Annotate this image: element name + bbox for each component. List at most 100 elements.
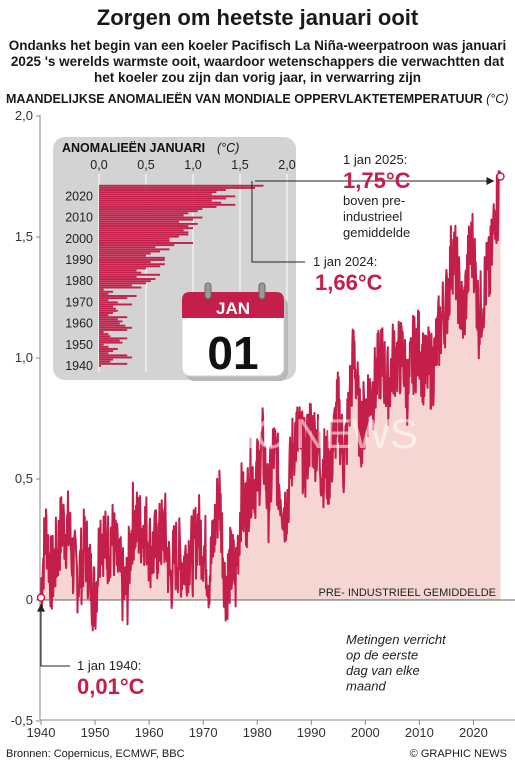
x-tick-label: 1970 [189, 725, 218, 740]
inset-bar [99, 280, 151, 283]
inset-bar [99, 358, 114, 361]
y-tick-label: -0,5 [11, 713, 33, 728]
page-subtitle: Ondanks het begin van een koeler Pacifis… [8, 38, 507, 85]
reference-line-label: PRE- INDUSTRIEEL GEMIDDELDE [319, 587, 496, 599]
inset-bar [99, 288, 104, 291]
inset-bar [99, 261, 151, 264]
inset-bar [99, 286, 142, 289]
x-tick-label: 1980 [243, 725, 272, 740]
inset-y-tick-label: 1950 [65, 338, 93, 352]
inset-bar [99, 345, 109, 348]
inset-bar [99, 299, 109, 302]
inset-bar [99, 220, 179, 223]
inset-bar [99, 290, 114, 293]
inset-bar [99, 267, 146, 270]
chart-title-text: MAANDELIJKSE ANOMALIEËN VAN MONDIALE OPP… [6, 92, 483, 106]
inset-bar [99, 360, 111, 363]
inset-x-tick-label: 1,5 [231, 158, 248, 172]
inset-y-tick-label: 1990 [65, 253, 93, 267]
inset-bar [99, 239, 170, 242]
inset-bar [99, 278, 156, 280]
annotation-2025-value: 1,75°C [343, 168, 411, 193]
measurement-note-line: dag van elke [346, 663, 420, 678]
calendar-day: 01 [207, 327, 258, 379]
inset-bar [99, 269, 137, 272]
inset-bar [99, 328, 128, 331]
inset-bar [99, 225, 189, 227]
measurement-note-line: Metingen verricht [346, 632, 447, 647]
inset-bar [99, 210, 198, 213]
point-1940-marker [36, 593, 46, 602]
inset-y-tick-label: 1940 [65, 359, 93, 373]
inset-bar [99, 341, 123, 344]
inset-bar [99, 307, 116, 310]
inset-bar [99, 246, 156, 249]
inset-bar [99, 203, 236, 206]
y-tick-label: 1,0 [15, 350, 33, 365]
inset-bar [99, 337, 128, 340]
inset-y-tick-label: 2000 [65, 232, 93, 246]
inset-bar [99, 242, 193, 244]
x-tick-label: 1940 [27, 725, 56, 740]
inset-bar [99, 356, 132, 359]
x-tick-label: 2000 [351, 725, 380, 740]
inset-x-tick-label: 0,0 [90, 158, 107, 172]
inset-bar [99, 248, 170, 251]
inset-bar [99, 265, 161, 268]
inset-bar [99, 350, 114, 353]
inset-bar [99, 284, 132, 287]
inset-bar [99, 316, 128, 319]
inset-y-tick-label: 2020 [65, 189, 93, 203]
inset-bar [99, 362, 128, 365]
inset-bar [99, 254, 146, 257]
measurement-note-line: op de eerste [346, 648, 418, 663]
annotation-2025-text-line: gemiddelde [343, 225, 410, 240]
inset-bar [99, 195, 236, 198]
point-2025-marker [496, 172, 505, 181]
inset-bar [99, 312, 114, 314]
calendar-ring [258, 282, 266, 300]
inset-bar [99, 199, 212, 202]
inset-bar [99, 191, 217, 194]
inset-bar [99, 348, 118, 350]
inset-x-tick-label: 0,5 [137, 158, 154, 172]
inset-y-tick-label: 1970 [65, 295, 93, 309]
inset-bar [99, 335, 111, 338]
calendar-ring [204, 282, 212, 300]
inset-bar [99, 237, 170, 240]
source-text: Bronnen: Copernicus, ECMWF, BBC [6, 748, 185, 760]
x-tick-label: 1990 [297, 725, 326, 740]
arrow-1940-head [37, 603, 45, 612]
inset-bar [99, 365, 101, 367]
calendar-month: JAN [216, 299, 250, 318]
watermark: GRAPHIC NEWS [100, 410, 418, 457]
inset-bar [99, 303, 132, 306]
credit-text: © GRAPHIC NEWS [409, 748, 507, 760]
inset-bar [99, 305, 114, 308]
annotation-2024-value: 1,66°C [315, 270, 383, 295]
inset-y-tick-label: 2010 [65, 211, 93, 225]
inset-bar [99, 297, 128, 300]
x-tick-label: 1960 [135, 725, 164, 740]
inset-bar [99, 214, 184, 217]
inset-bar [99, 318, 118, 321]
chart-title: MAANDELIJKSE ANOMALIEËN VAN MONDIALE OPP… [6, 92, 509, 106]
inset-bar [99, 352, 109, 355]
y-tick-label: 2,0 [15, 108, 33, 123]
inset-bar [99, 320, 123, 323]
inset-bar [99, 326, 132, 329]
arrow-2024-line [251, 181, 305, 263]
inset-bar [99, 206, 217, 208]
y-tick-label: 0,5 [15, 471, 33, 486]
inset-x-tick-label: 2,0 [278, 158, 295, 172]
inset-y-tick-label: 1960 [65, 317, 93, 331]
x-tick-label: 1950 [81, 725, 110, 740]
annotation-2025-text-line: industrieel [343, 209, 402, 224]
inset-bar [99, 208, 203, 211]
inset-bar [99, 201, 222, 204]
calendar-icon: JAN 01 [181, 282, 288, 381]
inset-bar [99, 322, 120, 325]
inset-bar [99, 259, 165, 261]
